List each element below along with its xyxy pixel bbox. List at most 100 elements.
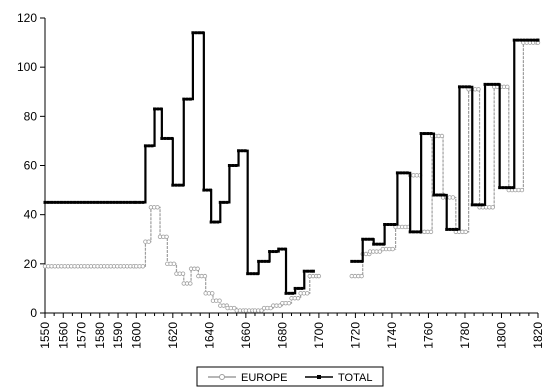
- data-point: [185, 97, 189, 101]
- data-point: [237, 149, 241, 153]
- data-point: [50, 200, 54, 204]
- legend-label-total: TOTAL: [338, 372, 372, 384]
- data-point: [147, 144, 151, 148]
- data-point: [490, 205, 495, 210]
- data-point: [246, 272, 250, 276]
- data-point: [464, 85, 468, 89]
- data-point: [182, 97, 186, 101]
- data-point: [395, 171, 399, 175]
- data-point: [216, 220, 220, 224]
- data-point: [76, 200, 80, 204]
- data-point: [140, 264, 146, 269]
- data-point: [274, 250, 278, 254]
- data-point: [305, 291, 310, 296]
- data-point: [392, 223, 396, 226]
- data-point: [82, 200, 86, 204]
- x-tick-label: 1800: [494, 322, 508, 349]
- data-point: [284, 291, 288, 295]
- data-point: [59, 200, 63, 204]
- data-point: [353, 259, 357, 263]
- data-point: [277, 247, 281, 251]
- data-point: [266, 259, 270, 263]
- data-point: [257, 259, 261, 263]
- y-tick-label: 60: [24, 159, 38, 173]
- x-tick-label: 1580: [93, 322, 107, 349]
- data-point: [505, 84, 510, 90]
- data-point: [209, 220, 213, 224]
- data-point: [426, 132, 430, 136]
- data-point: [249, 272, 253, 276]
- data-point: [432, 193, 436, 197]
- data-point: [202, 188, 206, 192]
- y-tick-label: 100: [17, 60, 37, 74]
- data-point: [508, 186, 512, 190]
- data-point: [493, 82, 497, 86]
- data-point: [180, 271, 186, 276]
- data-point: [350, 259, 354, 263]
- data-point: [467, 85, 471, 89]
- data-point: [480, 203, 484, 207]
- x-tick-label: 1760: [421, 322, 435, 349]
- data-point: [89, 200, 93, 204]
- data-point: [171, 261, 177, 267]
- data-point: [271, 250, 275, 254]
- data-point: [155, 205, 160, 210]
- data-point: [522, 38, 526, 42]
- data-point: [419, 132, 423, 136]
- data-point: [378, 242, 382, 246]
- data-point: [231, 164, 235, 167]
- data-point: [256, 272, 260, 276]
- data-point: [128, 200, 132, 204]
- data-point: [268, 250, 272, 254]
- data-point: [435, 193, 439, 197]
- series-line-total: [351, 39, 538, 263]
- data-point: [283, 247, 287, 251]
- data-point: [375, 242, 379, 246]
- data-point: [529, 38, 533, 42]
- data-point: [476, 87, 481, 92]
- data-point: [463, 229, 468, 235]
- data-point: [450, 195, 456, 200]
- data-point: [96, 200, 100, 204]
- data-point: [217, 298, 222, 303]
- data-point: [367, 237, 371, 241]
- data-point: [496, 82, 500, 86]
- data-point: [389, 223, 393, 226]
- x-tick-label: 1740: [385, 322, 399, 349]
- data-point: [125, 200, 129, 204]
- x-tick-label: 1550: [38, 322, 52, 349]
- data-point: [208, 188, 212, 192]
- data-point: [43, 200, 47, 204]
- legend-marker-europe: [219, 374, 225, 380]
- data-point: [73, 200, 77, 204]
- data-point: [402, 171, 406, 175]
- data-point: [99, 200, 103, 204]
- data-point: [359, 273, 364, 279]
- axes: [44, 18, 538, 314]
- data-point: [309, 269, 313, 273]
- data-point: [197, 31, 201, 35]
- data-point: [141, 200, 145, 204]
- data-point: [422, 132, 426, 136]
- data-point: [115, 200, 119, 204]
- data-point: [382, 242, 386, 246]
- data-point: [486, 82, 490, 86]
- data-point: [442, 193, 446, 197]
- data-point: [408, 230, 412, 234]
- data-point: [174, 183, 178, 187]
- data-point: [109, 200, 113, 204]
- legend-entry-europe: EUROPE: [208, 372, 287, 384]
- series-line-europe: [45, 206, 319, 312]
- data-point: [516, 38, 520, 42]
- data-point: [143, 144, 147, 148]
- data-point: [429, 132, 433, 136]
- data-point: [227, 164, 231, 167]
- data-point: [188, 97, 192, 101]
- data-point: [119, 200, 123, 204]
- data-point: [361, 237, 365, 241]
- data-point: [122, 200, 126, 204]
- data-point: [511, 186, 515, 190]
- x-axis-ticks: 1550 1560 1570 1580 1590 1600 1620 1640 1660 1680…: [38, 313, 544, 349]
- data-point: [138, 200, 142, 204]
- data-point: [455, 227, 459, 231]
